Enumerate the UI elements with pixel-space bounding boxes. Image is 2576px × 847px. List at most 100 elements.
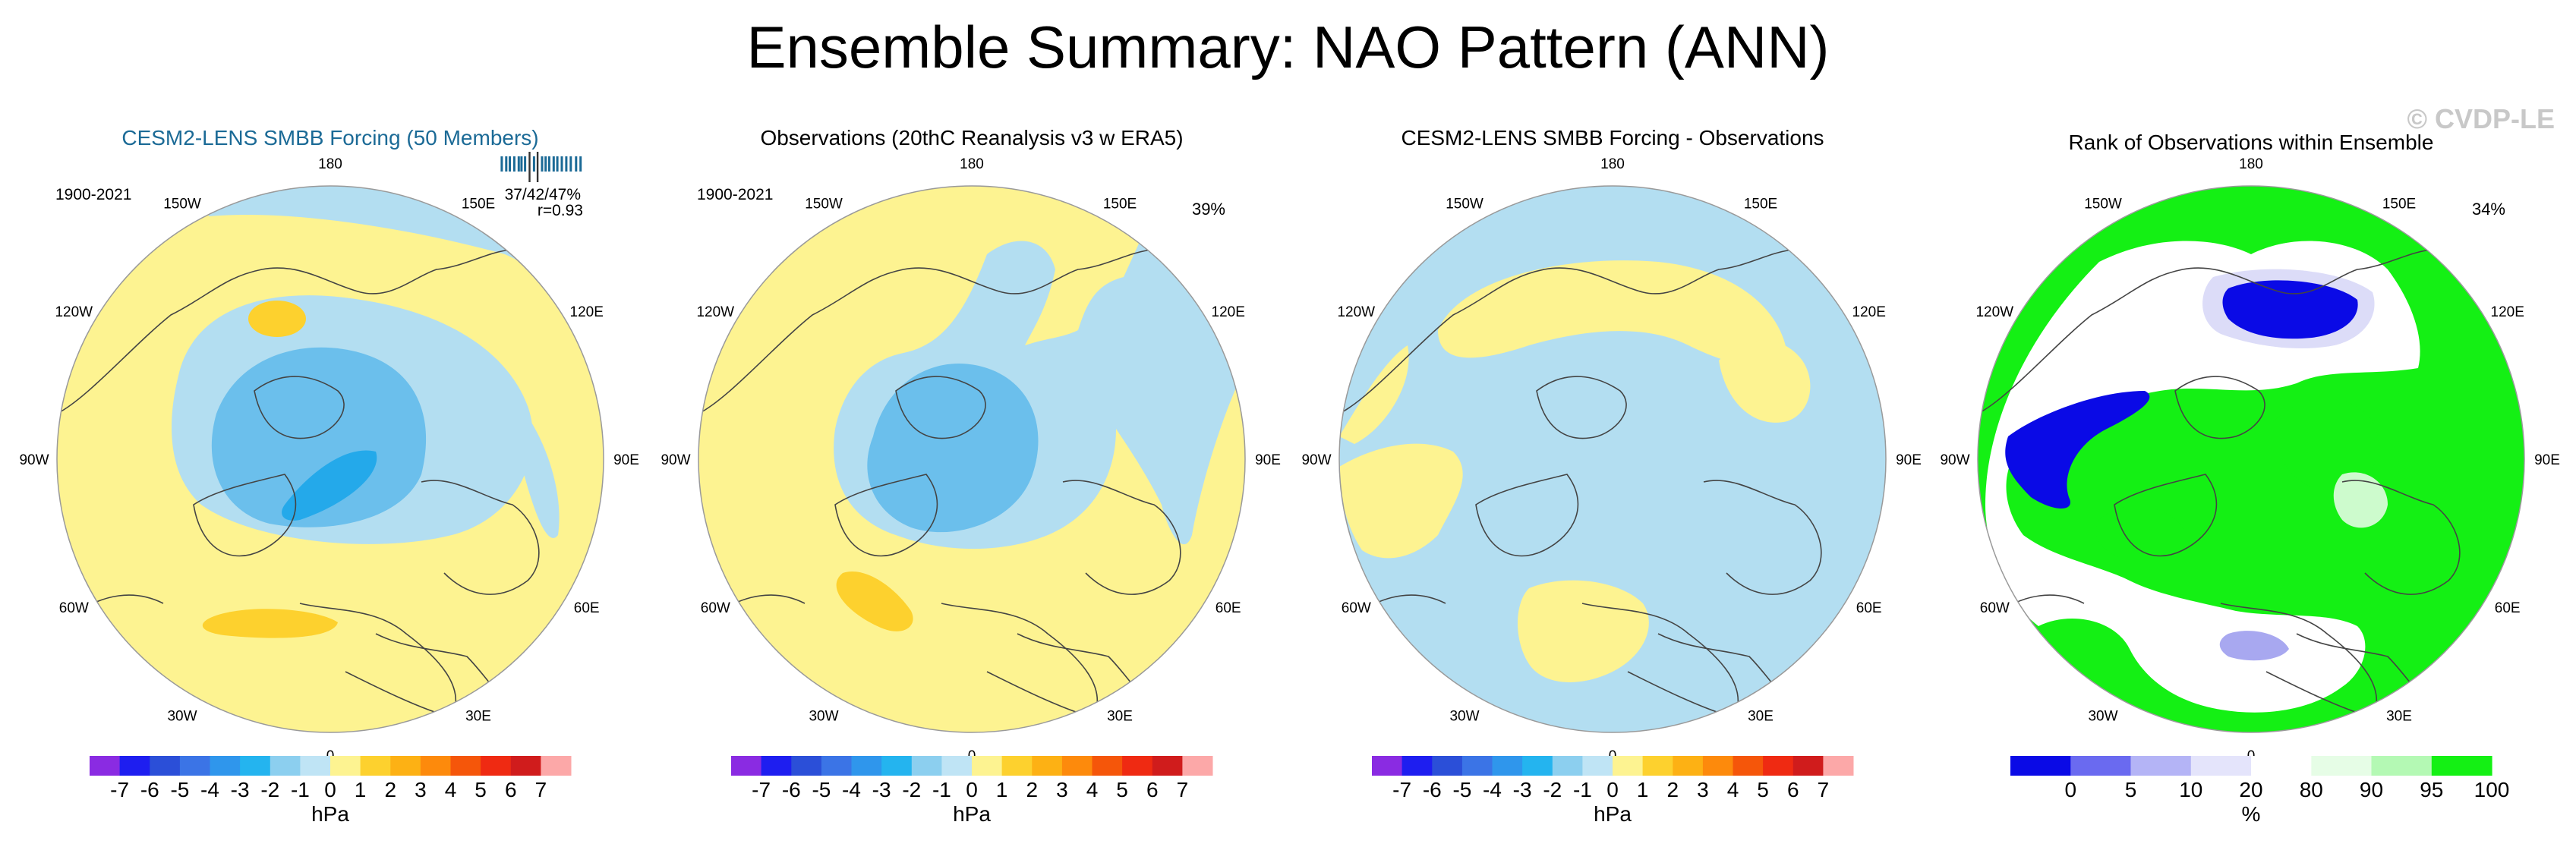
colorbar-label: 90 <box>2360 778 2383 801</box>
colorbar-label: 5 <box>475 778 487 801</box>
colorbar-swatch <box>119 756 150 776</box>
colorbar-swatch <box>150 756 181 776</box>
colorbar-label: 1 <box>996 778 1008 801</box>
colorbar-label: 2 <box>1667 778 1679 801</box>
panel-title: CESM2-LENS SMBB Forcing (50 Members) <box>121 126 538 150</box>
colorbar-swatch <box>2371 756 2433 776</box>
longitude-label: 30E <box>1107 709 1133 725</box>
colorbar-label: 95 <box>2420 778 2443 801</box>
rank-low-europe <box>2219 631 2289 661</box>
colorbar-label: 7 <box>1818 778 1830 801</box>
colorbar-swatch <box>1001 756 1033 776</box>
longitude-label: 30E <box>2386 709 2412 725</box>
longitude-label: 120W <box>55 304 93 320</box>
longitude-label: 150W <box>2084 196 2122 212</box>
longitude-label: 60W <box>1342 600 1371 616</box>
longitude-label: 90W <box>661 452 690 468</box>
colorbar-swatch <box>510 756 541 776</box>
panel-observations: Observations (20thC Reanalysis v3 w ERA5… <box>661 126 1280 764</box>
colorbar-swatch <box>300 756 331 776</box>
longitude-label: 90W <box>19 452 49 468</box>
colorbar-label: -3 <box>231 778 250 801</box>
longitude-label: 60E <box>574 600 600 616</box>
colorbar-label: -6 <box>1423 778 1442 801</box>
colorbar-swatch <box>2190 756 2252 776</box>
colorbar-label: -3 <box>872 778 891 801</box>
colorbar-label: 100 <box>2474 778 2510 801</box>
rank-white-region <box>1985 241 2420 713</box>
colorbar: 0 5 10 20 80 90 95 100% <box>2010 756 2509 826</box>
positive-max-pacific <box>248 301 306 337</box>
longitude-label: 150E <box>1103 196 1137 212</box>
positive-shading-west <box>1339 345 1409 444</box>
colorbar-swatch <box>450 756 481 776</box>
colorbar-swatch <box>911 756 942 776</box>
figure-title: Ensemble Summary: NAO Pattern (ANN) <box>746 14 1830 80</box>
positive-max-atlantic <box>202 609 338 638</box>
longitude-label: 30W <box>1449 709 1479 725</box>
colorbar-label: 5 <box>1116 778 1128 801</box>
longitude-label: 90W <box>1940 452 1969 468</box>
longitude-label: 120E <box>1852 304 1886 320</box>
period-label: 1900-2021 <box>697 186 773 203</box>
colorbar-label: -5 <box>812 778 831 801</box>
colorbar-unit: % <box>2242 802 2261 826</box>
colorbar-swatch <box>1152 756 1183 776</box>
map-boundary <box>1338 185 1887 733</box>
colorbar-swatch <box>941 756 973 776</box>
colorbar-label: -6 <box>140 778 159 801</box>
colorbar-label: 2 <box>385 778 397 801</box>
panel-title: Observations (20thC Reanalysis v3 w ERA5… <box>760 126 1183 150</box>
colorbar-unit: hPa <box>1594 802 1632 826</box>
colorbar-swatch <box>1763 756 1794 776</box>
negative-shading-core <box>867 364 1039 533</box>
colorbar-label: -3 <box>1513 778 1532 801</box>
longitude-label: 150W <box>1446 196 1483 212</box>
colorbar-label: 5 <box>2125 778 2137 801</box>
colorbar-label: -1 <box>1573 778 1592 801</box>
colorbar-label: 0 <box>324 778 336 801</box>
negative-shading-eurasia <box>505 391 560 538</box>
colorbar-swatch <box>1432 756 1463 776</box>
colorbar-label: -7 <box>1392 778 1411 801</box>
colorbar-swatch <box>881 756 913 776</box>
colorbar-label: 0 <box>966 778 978 801</box>
colorbar-swatch <box>821 756 852 776</box>
colorbar-swatch <box>1733 756 1764 776</box>
colorbar-label: -4 <box>842 778 861 801</box>
colorbar-label: -6 <box>782 778 801 801</box>
rank-tick-strip <box>500 152 582 182</box>
colorbar-swatch <box>390 756 421 776</box>
pattern-correlation: r=0.93 <box>538 202 583 219</box>
longitude-labels: 180150E120E90E60E30E030W60W90W120W150W <box>1940 156 2559 764</box>
pattern-stats: 37/42/47% <box>505 186 581 203</box>
colorbar-label: -1 <box>291 778 310 801</box>
longitude-label: 90W <box>1301 452 1331 468</box>
positive-shading-europe <box>1518 580 1649 682</box>
rank-high-arctic <box>2274 398 2379 491</box>
negative-shading-min <box>282 450 377 521</box>
colorbar-swatch <box>1492 756 1523 776</box>
colorbar-swatch <box>481 756 512 776</box>
colorbar-label: -5 <box>170 778 189 801</box>
longitude-label: 60W <box>701 600 730 616</box>
panel-difference: CESM2-LENS SMBB Forcing - Observations <box>1301 126 1921 764</box>
longitude-label: 60W <box>59 600 89 616</box>
longitude-label: 180 <box>960 156 984 172</box>
longitude-label: 90E <box>2534 452 2560 468</box>
colorbar-label: 6 <box>1146 778 1159 801</box>
colorbar-label: 80 <box>2300 778 2323 801</box>
negative-shading-core <box>211 347 427 527</box>
longitude-label: 180 <box>318 156 342 172</box>
colorbar-swatch <box>1582 756 1613 776</box>
colorbar: -7 -6 -5 -4 -3 -2 -1 0 1 2 3 4 5 6 7 hPa <box>1372 756 1854 826</box>
colorbar-swatch <box>270 756 301 776</box>
longitude-label: 180 <box>2239 156 2263 172</box>
rank-low-pacific <box>2222 280 2358 339</box>
positive-shading-pacific <box>1438 260 1787 367</box>
longitude-label: 120W <box>1975 304 2013 320</box>
colorbar-label: 6 <box>1787 778 1799 801</box>
longitude-label: 150E <box>2382 196 2416 212</box>
